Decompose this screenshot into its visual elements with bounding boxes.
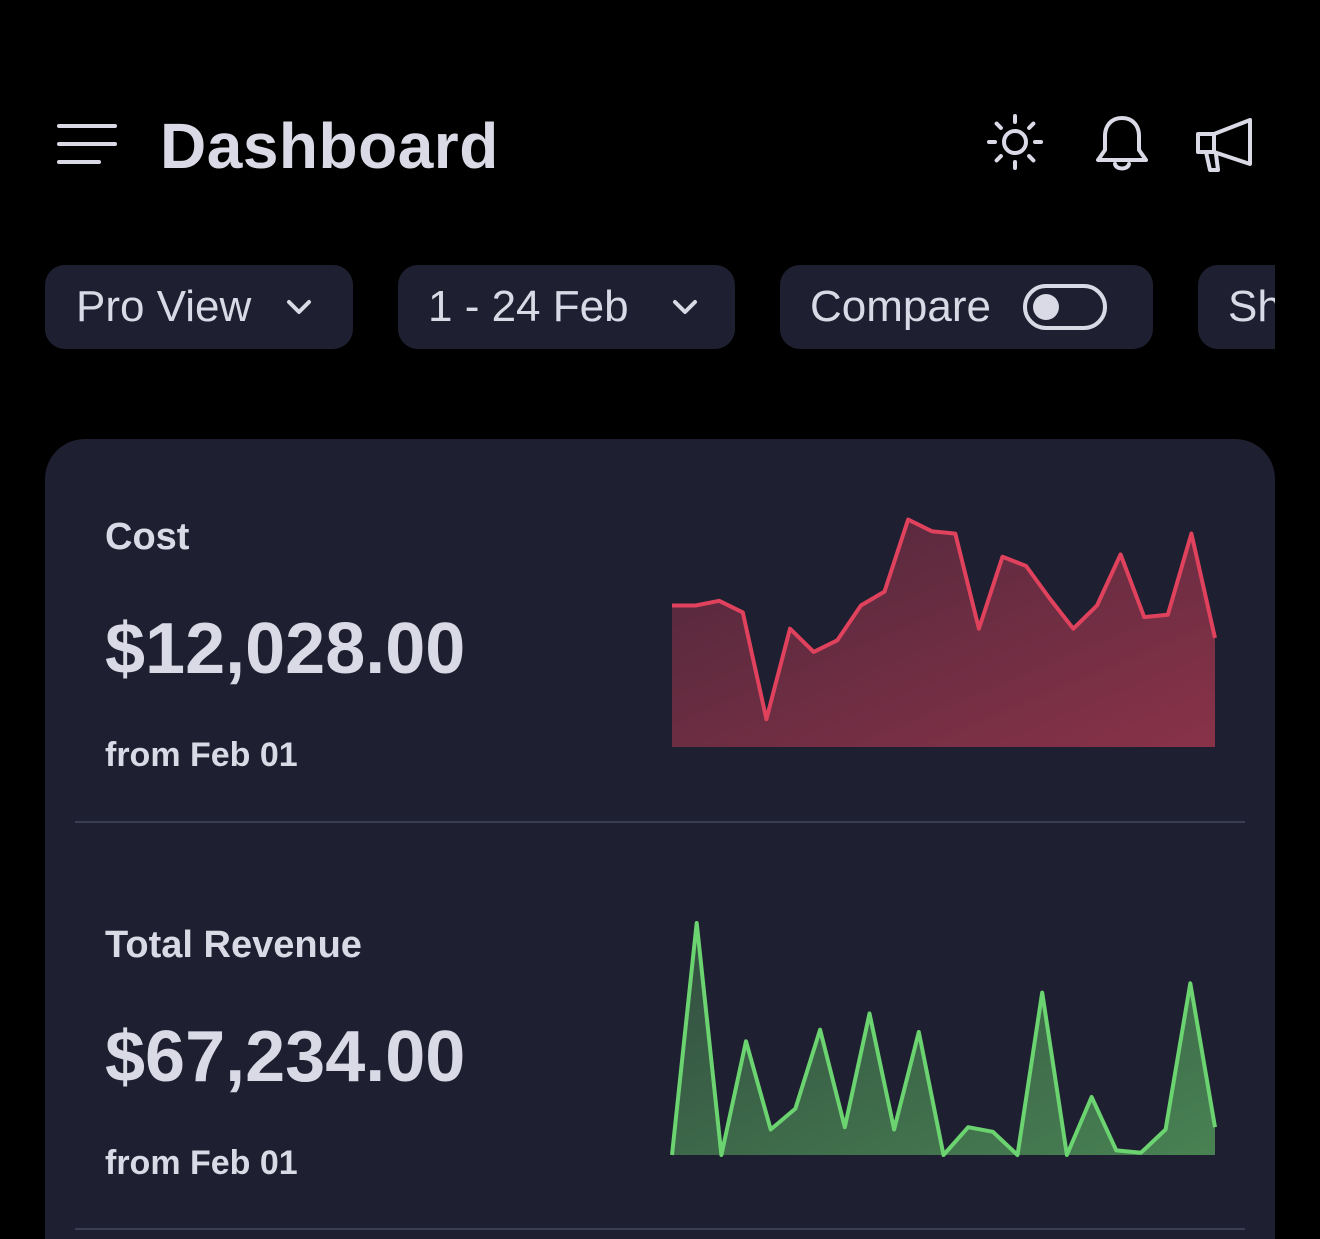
menu-icon[interactable]	[57, 124, 117, 166]
cost-note: from Feb 01	[105, 736, 298, 774]
view-selector[interactable]: Pro View	[45, 265, 353, 349]
date-range-label: 1 - 24 Feb	[428, 282, 629, 331]
cost-label: Cost	[105, 516, 190, 558]
compare-label: Compare	[810, 282, 991, 331]
page-title: Dashboard	[160, 110, 499, 182]
cost-sparkline-svg	[672, 517, 1217, 747]
chevron-down-icon	[287, 300, 312, 314]
compare-toggle-chip[interactable]: Compare	[780, 265, 1153, 349]
revenue-note: from Feb 01	[105, 1144, 298, 1182]
revenue-sparkline-area	[672, 923, 1215, 1155]
cost-sparkline-area	[672, 519, 1215, 747]
bell-icon[interactable]	[1090, 112, 1154, 176]
revenue-sparkline[interactable]	[670, 919, 1217, 1159]
date-range-selector[interactable]: 1 - 24 Feb	[398, 265, 735, 349]
cost-value: $12,028.00	[105, 609, 466, 689]
divider	[75, 1228, 1245, 1230]
divider	[75, 821, 1245, 823]
view-selector-label: Pro View	[76, 282, 252, 331]
revenue-sparkline-line	[670, 921, 1217, 1157]
share-chip-label: Sh	[1228, 282, 1275, 331]
revenue-value: $67,234.00	[105, 1017, 466, 1097]
filter-bar: Pro View 1 - 24 Feb Compare Sh	[45, 265, 1275, 350]
revenue-label: Total Revenue	[105, 924, 362, 966]
share-chip[interactable]: Sh	[1198, 265, 1275, 349]
megaphone-icon[interactable]	[1192, 112, 1256, 176]
compare-toggle[interactable]	[1022, 284, 1107, 330]
chevron-down-icon	[672, 300, 697, 314]
stats-card: Cost $12,028.00 from Feb 01 Total Revenu…	[45, 439, 1275, 1239]
cost-sparkline-line	[672, 517, 1217, 722]
toggle-knob	[1032, 294, 1059, 320]
sun-icon[interactable]	[983, 112, 1047, 176]
cost-sparkline[interactable]	[672, 511, 1217, 751]
revenue-sparkline-svg	[670, 921, 1217, 1157]
